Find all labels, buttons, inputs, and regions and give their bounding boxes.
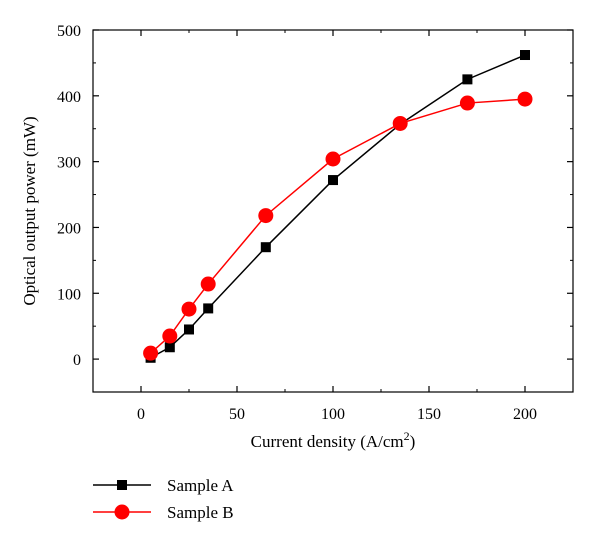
series-a bbox=[145, 50, 530, 363]
legend-marker-square bbox=[117, 480, 127, 490]
data-point-square bbox=[260, 242, 271, 253]
data-point-square bbox=[328, 175, 338, 186]
data-point-circle bbox=[325, 151, 341, 167]
x-axis-ticks: 0 50 100 150 200 bbox=[137, 30, 537, 423]
y-tick-label: 300 bbox=[57, 155, 81, 172]
data-point-square bbox=[462, 74, 473, 85]
data-point-circle bbox=[162, 328, 178, 344]
y-tick-label: 0 bbox=[73, 352, 81, 369]
series-b bbox=[143, 91, 533, 361]
data-point-square bbox=[520, 50, 530, 61]
legend-label: Sample B bbox=[167, 503, 234, 522]
legend-item-sample-a: Sample A bbox=[93, 476, 234, 495]
y-tick-label: 100 bbox=[57, 286, 81, 303]
legend-item-sample-b: Sample B bbox=[93, 503, 234, 522]
x-axis-title-superscript: 2 bbox=[404, 429, 410, 443]
y-axis-title: Optical output power (mW) bbox=[20, 116, 39, 305]
legend: Sample A Sample B bbox=[93, 476, 234, 522]
data-point-circle bbox=[517, 91, 533, 107]
x-axis-title-suffix: ) bbox=[410, 432, 416, 451]
legend-label: Sample A bbox=[167, 476, 234, 495]
data-point-circle bbox=[181, 301, 197, 317]
x-tick-label: 150 bbox=[417, 406, 441, 423]
series-line bbox=[150, 98, 526, 354]
y-tick-label: 500 bbox=[57, 23, 81, 40]
series-layer bbox=[143, 50, 533, 363]
x-axis-title: Current density (A/cm2) bbox=[251, 429, 416, 451]
data-point-square bbox=[203, 303, 214, 314]
legend-marker-circle bbox=[114, 504, 130, 520]
y-tick-label: 200 bbox=[57, 220, 81, 237]
x-axis-title-main: Current density (A/cm bbox=[251, 432, 404, 451]
data-point-circle bbox=[200, 276, 216, 292]
data-point-circle bbox=[392, 115, 408, 131]
x-tick-label: 50 bbox=[229, 406, 245, 423]
x-tick-label: 0 bbox=[137, 406, 145, 423]
data-point-circle bbox=[258, 208, 274, 224]
y-axis-ticks: 0 100 200 300 400 500 bbox=[57, 23, 573, 369]
x-tick-label: 100 bbox=[321, 406, 345, 423]
data-point-circle bbox=[143, 345, 159, 361]
x-tick-label: 200 bbox=[513, 406, 537, 423]
data-point-circle bbox=[459, 95, 475, 111]
y-tick-label: 400 bbox=[57, 89, 81, 106]
data-point-square bbox=[184, 324, 194, 335]
data-point-square bbox=[164, 342, 175, 353]
